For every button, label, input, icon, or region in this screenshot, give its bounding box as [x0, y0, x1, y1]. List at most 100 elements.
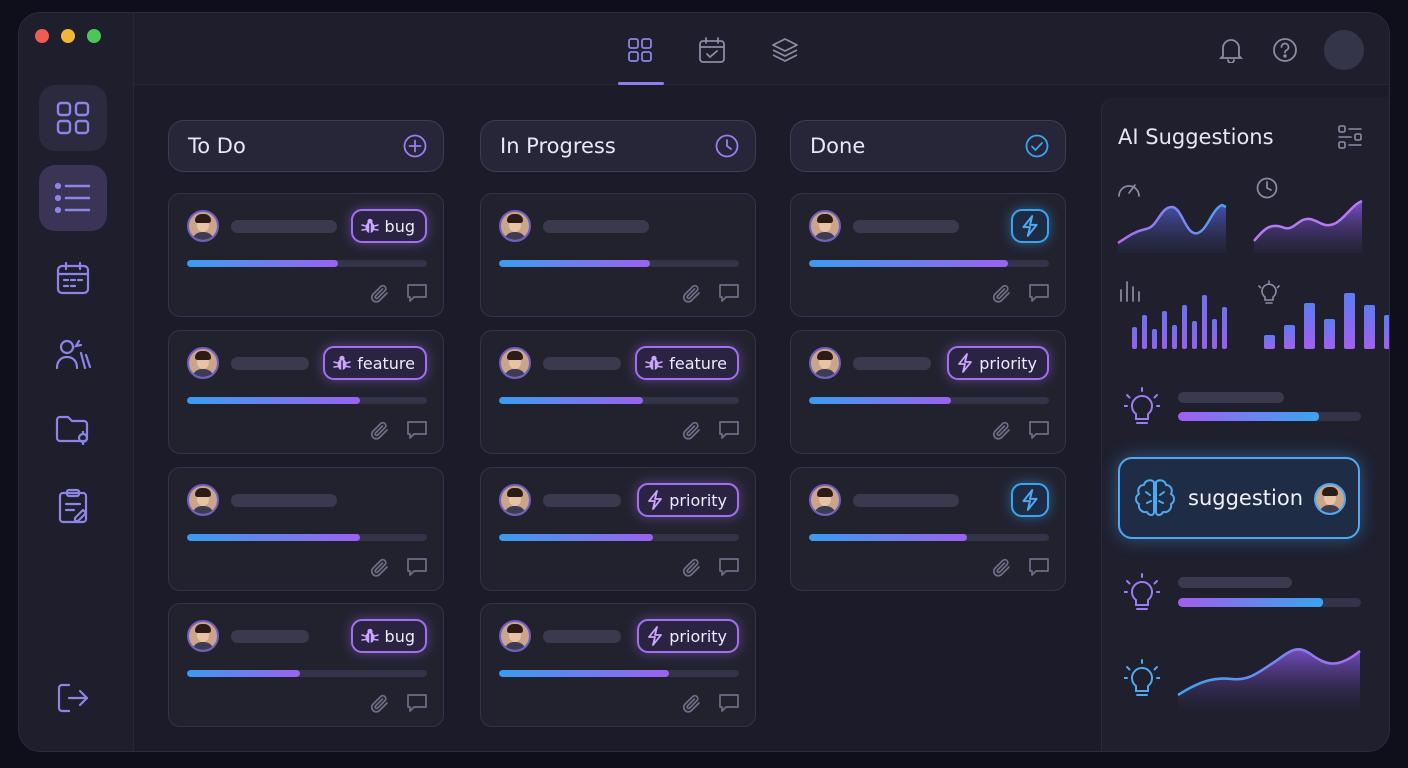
tag-badge[interactable]: bug — [350, 209, 427, 243]
comment-icon[interactable] — [718, 283, 740, 307]
tag-label: priority — [979, 353, 1037, 373]
column-header: To Do — [168, 120, 444, 172]
task-card[interactable] — [790, 193, 1066, 317]
priority-badge[interactable] — [1011, 209, 1049, 243]
sidebar-item-files[interactable] — [39, 397, 107, 463]
column-title: In Progress — [500, 134, 616, 158]
comment-icon[interactable] — [718, 557, 740, 581]
paperclip-icon[interactable] — [681, 283, 703, 309]
priority-badge[interactable] — [1011, 483, 1049, 517]
bar — [1212, 319, 1217, 349]
tag-badge[interactable]: priority — [637, 483, 739, 517]
avatar — [187, 484, 219, 516]
tag-badge[interactable]: priority — [947, 346, 1049, 380]
progress-track — [187, 534, 427, 541]
lightbulb-icon — [1124, 573, 1160, 610]
progress-track — [809, 260, 1049, 267]
task-card[interactable] — [480, 193, 756, 317]
title-placeholder — [543, 220, 649, 233]
placeholder-line — [1178, 577, 1292, 588]
task-card[interactable]: bug — [168, 603, 444, 727]
comment-icon[interactable] — [406, 420, 428, 444]
paperclip-icon[interactable] — [369, 557, 391, 583]
user-avatar[interactable] — [1324, 30, 1364, 70]
column-in-progress: In Progress — [480, 120, 756, 172]
sidebar-item-tasks[interactable] — [39, 473, 107, 539]
avatar — [187, 620, 219, 652]
comment-icon[interactable] — [718, 693, 740, 717]
task-card[interactable] — [168, 467, 444, 591]
avatar — [187, 347, 219, 379]
paperclip-icon[interactable] — [991, 420, 1013, 446]
sidebar-item-team[interactable] — [39, 321, 107, 387]
tag-badge[interactable]: feature — [323, 346, 427, 380]
task-card[interactable] — [790, 467, 1066, 591]
sidebar-item-calendar[interactable] — [39, 245, 107, 311]
comment-icon[interactable] — [406, 557, 428, 581]
progress-track — [809, 534, 1049, 541]
help-button[interactable] — [1268, 33, 1302, 67]
lightbulb-icon — [1258, 280, 1280, 304]
bar — [1344, 293, 1355, 349]
tag-badge[interactable]: feature — [635, 346, 739, 380]
paperclip-icon[interactable] — [681, 557, 703, 583]
check-circle-icon[interactable] — [1025, 134, 1049, 158]
sidebar-item-list[interactable] — [39, 165, 107, 231]
task-card[interactable]: priority — [790, 330, 1066, 454]
comment-icon[interactable] — [718, 420, 740, 444]
tab-calendar[interactable] — [695, 33, 729, 67]
tag-label: priority — [669, 490, 727, 510]
paperclip-icon[interactable] — [369, 420, 391, 446]
task-card[interactable]: priority — [480, 603, 756, 727]
tag-badge[interactable]: priority — [637, 619, 739, 653]
paperclip-icon[interactable] — [681, 693, 703, 719]
window-controls — [35, 29, 101, 43]
bar — [1202, 295, 1207, 349]
avatar — [187, 210, 219, 242]
clock-icon[interactable] — [715, 134, 739, 158]
comment-icon[interactable] — [1028, 557, 1050, 581]
area-chart-widget — [1253, 199, 1363, 253]
tag-badge[interactable]: bug — [350, 619, 427, 653]
task-card[interactable]: priority — [480, 467, 756, 591]
tab-board[interactable] — [623, 33, 657, 67]
paperclip-icon[interactable] — [369, 283, 391, 309]
grid-icon — [56, 101, 90, 135]
minimize-dot[interactable] — [61, 29, 75, 43]
task-card[interactable]: feature — [168, 330, 444, 454]
suggestion-progress-track — [1178, 598, 1361, 607]
maximize-dot[interactable] — [87, 29, 101, 43]
column-todo: To Do — [168, 120, 444, 172]
paperclip-icon[interactable] — [681, 420, 703, 446]
brain-icon — [1135, 479, 1175, 516]
tab-layers[interactable] — [768, 33, 802, 67]
paperclip-icon[interactable] — [369, 693, 391, 719]
comment-icon[interactable] — [406, 283, 428, 307]
comment-icon[interactable] — [406, 693, 428, 717]
title-placeholder — [231, 220, 337, 233]
task-card[interactable]: feature — [480, 330, 756, 454]
sidebar-item-logout[interactable] — [39, 665, 107, 731]
sidebar-item-dashboard[interactable] — [39, 85, 107, 151]
notifications-button[interactable] — [1214, 33, 1248, 67]
progress-fill — [499, 670, 670, 677]
title-placeholder — [853, 357, 931, 370]
sliders-icon[interactable] — [1338, 125, 1362, 149]
paperclip-icon[interactable] — [991, 557, 1013, 583]
progress-fill — [809, 260, 1009, 267]
suggestion-card[interactable]: suggestion — [1118, 457, 1360, 539]
progress-track — [499, 670, 739, 677]
clipboard-icon — [58, 488, 88, 524]
avatar — [499, 620, 531, 652]
lightbulb-icon — [1124, 659, 1160, 696]
paperclip-icon[interactable] — [991, 283, 1013, 309]
progress-fill — [499, 397, 643, 404]
comment-icon[interactable] — [1028, 283, 1050, 307]
comment-icon[interactable] — [1028, 420, 1050, 444]
close-dot[interactable] — [35, 29, 49, 43]
title-placeholder — [231, 494, 337, 507]
plus-circle-icon[interactable] — [403, 134, 427, 158]
task-card[interactable]: bug — [168, 193, 444, 317]
tag-label: bug — [384, 626, 415, 646]
progress-fill — [187, 534, 360, 541]
